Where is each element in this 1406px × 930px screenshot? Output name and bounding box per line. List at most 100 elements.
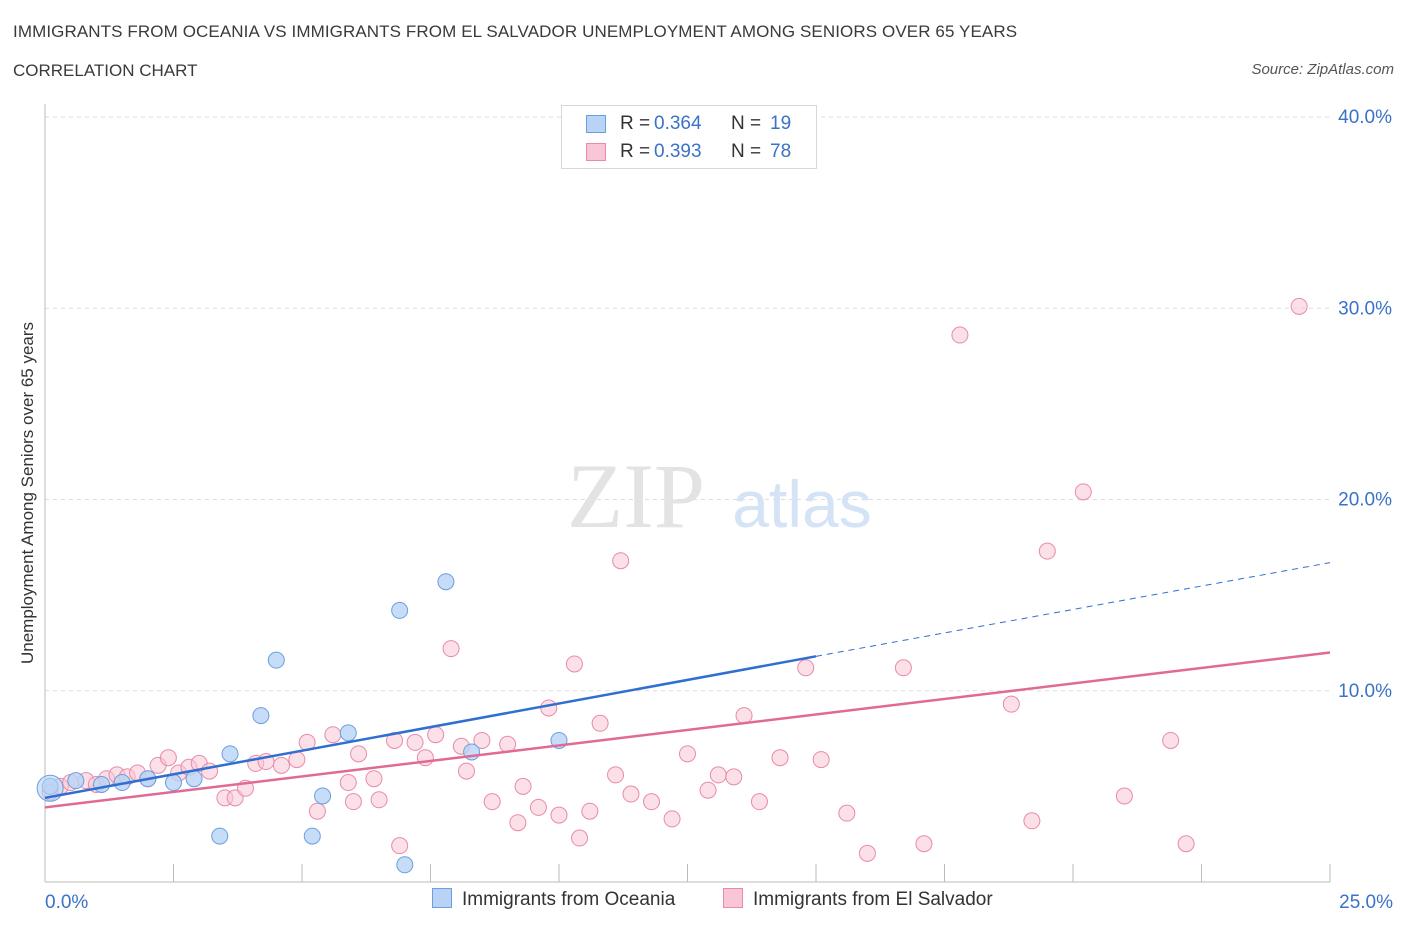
gridlines — [45, 116, 1330, 692]
data-point-elsalvador — [679, 745, 696, 763]
elsalvador-legend-swatch — [723, 888, 743, 908]
y-tick-label: 30.0% — [1338, 298, 1392, 319]
data-point-elsalvador — [350, 745, 368, 763]
y-tick-label: 10.0% — [1338, 681, 1392, 702]
data-point-oceania — [396, 856, 414, 874]
r-label: R = — [620, 113, 651, 134]
data-point-elsalvador — [565, 655, 583, 673]
data-point-oceania — [252, 707, 270, 725]
legend-item-oceania: Immigrants from Oceania — [432, 888, 675, 911]
data-point-elsalvador — [663, 810, 681, 828]
data-point-elsalvador — [529, 798, 547, 816]
data-point-elsalvador — [643, 793, 661, 811]
watermark-zip: ZIP — [567, 445, 705, 547]
data-point-elsalvador — [540, 699, 558, 717]
y-tick-label: 40.0% — [1338, 107, 1392, 128]
n-value: 19 — [770, 113, 792, 134]
data-point-elsalvador — [725, 768, 743, 786]
data-point-elsalvador — [406, 733, 424, 751]
data-point-oceania — [185, 770, 203, 788]
data-point-elsalvador — [581, 802, 599, 820]
y-axis-label: Unemployment Among Seniors over 65 years — [18, 321, 37, 665]
data-point-elsalvador — [915, 835, 933, 853]
data-point-elsalvador — [457, 762, 475, 780]
oceania-swatch — [586, 115, 606, 133]
data-point-elsalvador — [771, 749, 789, 767]
data-point-elsalvador — [324, 726, 342, 744]
n-label: N = — [731, 141, 762, 162]
data-point-oceania — [211, 827, 229, 845]
n-label: N = — [731, 113, 762, 134]
data-point-elsalvador — [612, 552, 630, 570]
n-value: 78 — [770, 141, 792, 162]
data-point-elsalvador — [622, 785, 640, 803]
data-point-elsalvador — [442, 640, 460, 658]
data-point-oceania — [303, 827, 321, 845]
data-point-elsalvador — [858, 844, 876, 862]
data-point-oceania — [437, 573, 455, 591]
data-point-elsalvador — [1038, 542, 1056, 560]
data-point-elsalvador — [550, 806, 568, 824]
data-point-elsalvador — [483, 793, 501, 811]
data-point-elsalvador — [750, 793, 768, 811]
data-point-elsalvador — [427, 726, 445, 744]
data-point-elsalvador — [159, 749, 177, 767]
data-point-elsalvador — [308, 802, 326, 820]
data-point-elsalvador — [365, 770, 383, 788]
elsalvador-swatch — [586, 143, 606, 161]
data-point-elsalvador — [370, 791, 388, 809]
data-point-oceania — [314, 787, 332, 805]
data-point-elsalvador — [951, 326, 969, 344]
data-point-elsalvador — [509, 814, 527, 832]
tick-labels: 10.0% 20.0% 30.0% 40.0% 0.0% 25.0% — [45, 107, 1393, 913]
data-point-elsalvador — [339, 774, 357, 792]
data-point-elsalvador — [1023, 812, 1041, 830]
data-point-elsalvador — [514, 777, 532, 795]
data-point-elsalvador — [607, 766, 625, 784]
series-oceania-points — [36, 573, 568, 874]
data-point-oceania — [93, 775, 111, 793]
data-point-oceania — [221, 745, 239, 763]
y-tick-label: 20.0% — [1338, 490, 1392, 511]
elsalvador-legend-label: Immigrants from El Salvador — [753, 889, 993, 910]
chart-title: IMMIGRANTS FROM OCEANIA VS IMMIGRANTS FR… — [13, 22, 1018, 41]
data-point-elsalvador — [1162, 731, 1180, 749]
series-elsalvador-points — [41, 297, 1308, 862]
data-point-elsalvador — [571, 829, 589, 847]
data-point-elsalvador — [288, 751, 306, 769]
trend-line-oceania-extension — [815, 562, 1331, 657]
data-point-elsalvador — [797, 659, 815, 677]
watermark-atlas: atlas — [732, 467, 871, 541]
data-point-elsalvador — [894, 659, 912, 677]
trend-line-elsalvador — [44, 651, 1331, 809]
data-point-oceania — [67, 772, 85, 790]
data-point-elsalvador — [391, 837, 409, 855]
data-point-oceania — [339, 724, 357, 742]
data-point-elsalvador — [473, 731, 491, 749]
data-point-oceania — [391, 601, 409, 619]
oceania-legend-label: Immigrants from Oceania — [462, 889, 676, 910]
data-point-oceania — [267, 651, 285, 669]
data-point-elsalvador — [699, 781, 717, 799]
data-point-elsalvador — [344, 793, 362, 811]
data-point-elsalvador — [272, 756, 290, 774]
x-tick-label: 25.0% — [1339, 892, 1393, 913]
source-credit: Source: ZipAtlas.com — [1251, 61, 1394, 78]
data-point-elsalvador — [838, 804, 856, 822]
data-point-elsalvador — [591, 714, 609, 732]
data-point-elsalvador — [1115, 787, 1133, 805]
x-tick-label: 0.0% — [45, 892, 88, 913]
r-label: R = — [620, 141, 651, 162]
r-value: 0.364 — [654, 113, 702, 134]
chart-subtitle: CORRELATION CHART — [13, 61, 198, 80]
axes — [44, 104, 1331, 883]
data-point-oceania — [165, 774, 182, 792]
trend-lines — [44, 562, 1331, 809]
trend-line-oceania — [44, 655, 817, 800]
stats-legend: R = 0.364 N = 19 R = 0.393 N = 78 — [561, 105, 817, 169]
data-point-elsalvador — [1002, 695, 1020, 713]
data-point-elsalvador — [1074, 483, 1092, 501]
data-point-elsalvador — [1290, 297, 1308, 315]
data-point-elsalvador — [1177, 835, 1195, 853]
